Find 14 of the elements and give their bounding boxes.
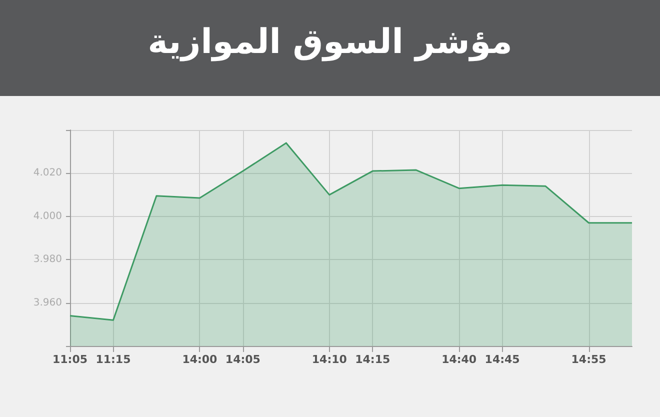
y-tick-label: 4.000 xyxy=(33,210,62,222)
y-tick-label: 3.960 xyxy=(33,297,62,308)
x-tick-label: 14:40 xyxy=(442,353,477,366)
x-tick-label: 14:00 xyxy=(182,353,218,366)
x-tick-label: 14:45 xyxy=(484,353,520,366)
x-tick-label: 14:05 xyxy=(225,353,260,366)
y-tick-label: 3.980 xyxy=(33,254,62,266)
y-tick-label: 4.020 xyxy=(33,168,62,179)
x-tick-label: 14:55 xyxy=(571,353,606,366)
x-tick-label: 14:10 xyxy=(312,353,348,366)
x-tick-label: 14:15 xyxy=(355,353,390,366)
x-tick-label: 11:15 xyxy=(96,353,131,366)
x-tick-label: 11:05 xyxy=(52,353,88,366)
chart-title: مؤشر السوق الموازية xyxy=(146,22,514,62)
